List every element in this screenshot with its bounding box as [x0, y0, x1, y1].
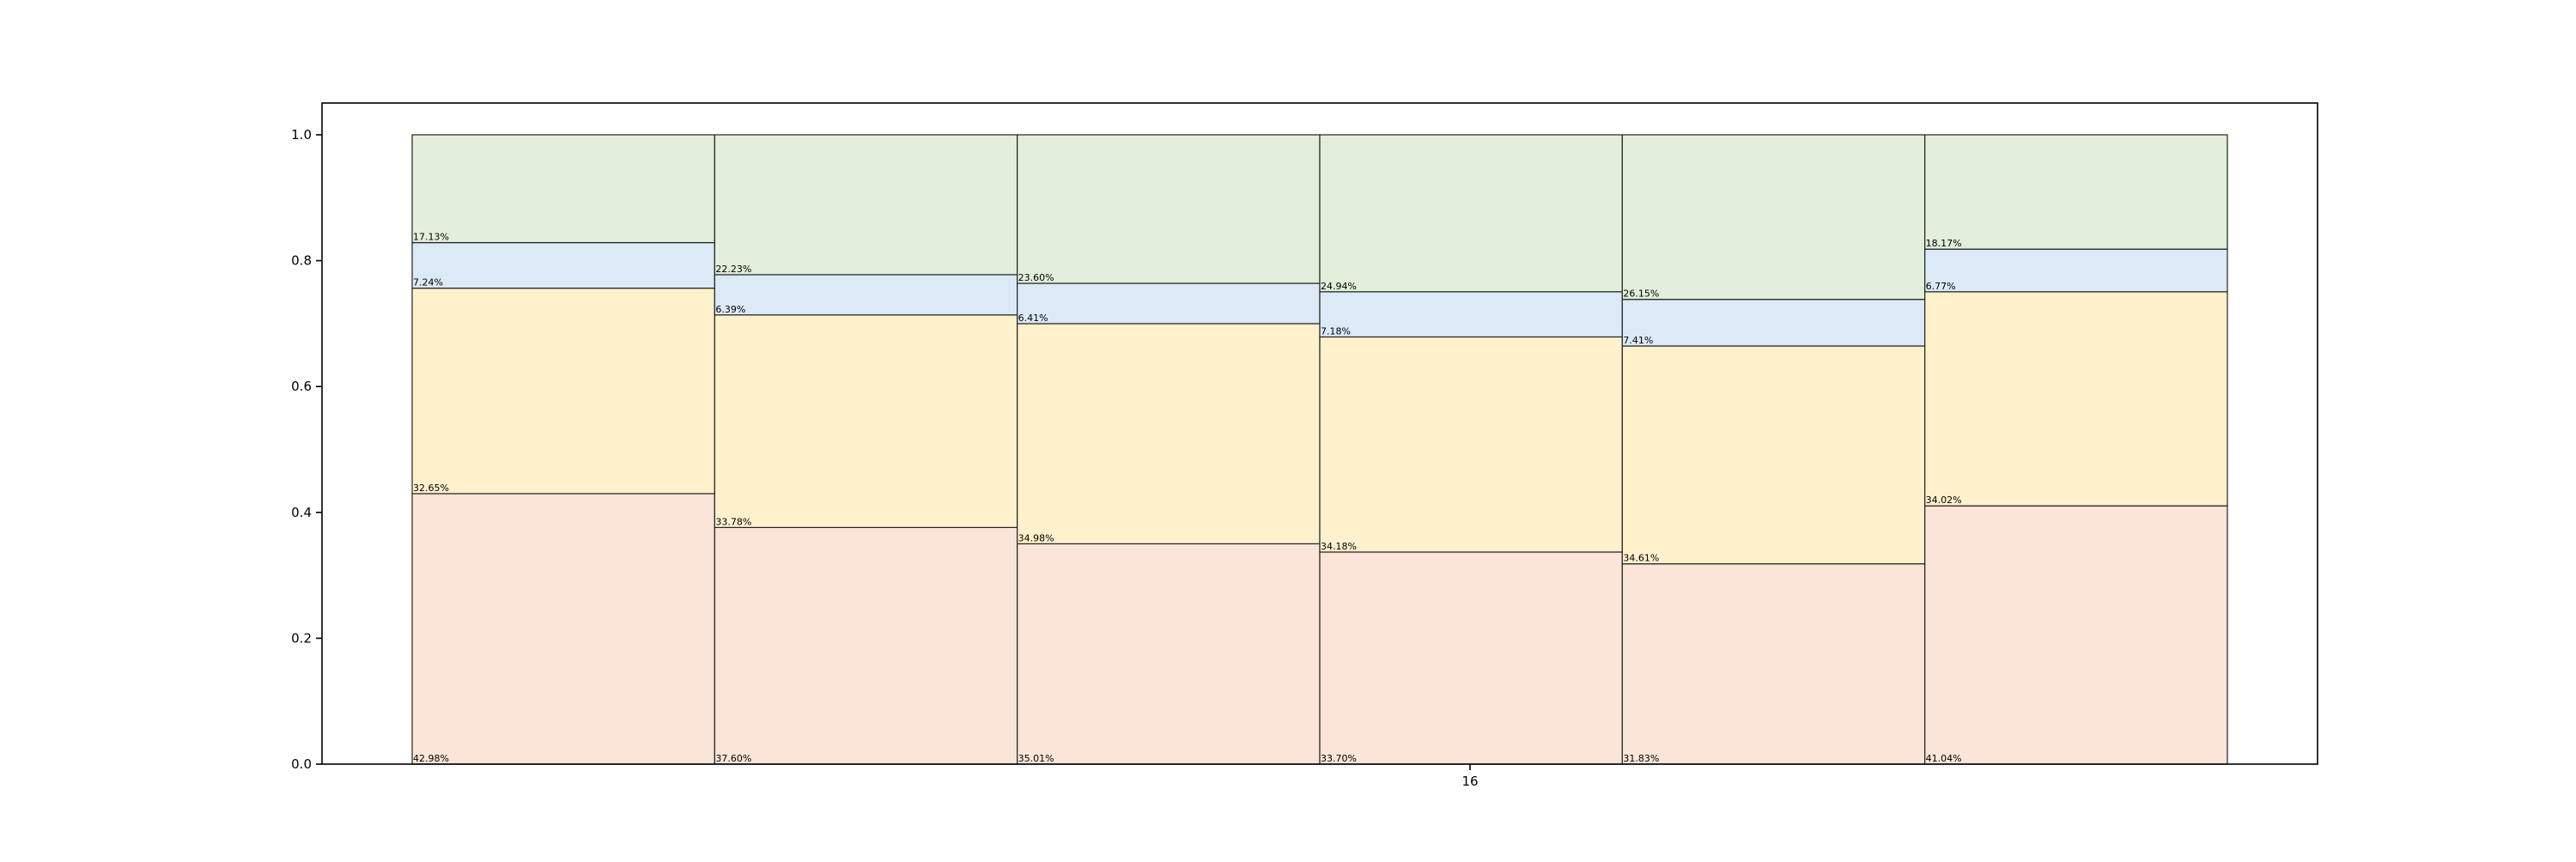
data-label: 22.23%	[715, 264, 751, 275]
bar-segment	[411, 493, 715, 765]
bar-segment	[714, 134, 1018, 276]
bar-segment	[1924, 134, 2228, 250]
bar-segment	[1017, 323, 1321, 544]
data-label: 41.04%	[1926, 753, 1962, 764]
data-label: 33.78%	[715, 516, 751, 527]
data-label: 33.70%	[1321, 753, 1357, 764]
data-label: 37.60%	[715, 753, 751, 764]
bar-segment	[1319, 336, 1623, 553]
data-label: 34.18%	[1321, 541, 1357, 552]
data-label: 34.02%	[1926, 495, 1962, 506]
bar-segment	[1621, 299, 1926, 347]
x-axis: 16	[1461, 764, 1479, 789]
y-tick-label: 0.6	[291, 379, 312, 394]
bar-segment	[714, 274, 1018, 316]
data-label: 35.01%	[1018, 753, 1054, 764]
axes-frame	[321, 102, 2318, 765]
bar-segment	[1017, 282, 1321, 325]
bar-segment	[714, 526, 1018, 765]
bar-segment	[1621, 345, 1926, 565]
bar-segment	[1924, 291, 2228, 507]
bars	[411, 134, 2228, 765]
data-label: 7.18%	[1321, 325, 1351, 337]
data-labels: 42.98% 32.65% 7.24% 17.13% 37.60% 33.78% 6.39%…	[413, 232, 1962, 764]
data-label: 7.41%	[1623, 335, 1653, 346]
bar-segment	[1319, 291, 1623, 338]
data-label: 34.61%	[1623, 553, 1659, 564]
data-label: 31.83%	[1623, 753, 1659, 764]
bar-segment	[714, 314, 1018, 528]
data-label: 18.17%	[1926, 238, 1962, 249]
data-label: 6.77%	[1926, 281, 1956, 292]
data-label: 42.98%	[413, 753, 449, 764]
y-tick-label: 0.8	[291, 253, 312, 269]
bar-segment	[1924, 505, 2228, 765]
x-tick-label: 16	[1461, 774, 1478, 789]
bar-segment	[411, 241, 715, 289]
bar-segment	[1017, 543, 1321, 765]
bar-segment	[1319, 551, 1623, 765]
y-tick-label: 1.0	[291, 127, 312, 143]
bar-segment	[1319, 134, 1623, 293]
data-label: 7.24%	[413, 277, 443, 288]
data-label: 24.94%	[1321, 281, 1357, 292]
bar-segment	[1017, 134, 1321, 284]
bar-segment	[411, 134, 715, 244]
data-label: 6.39%	[715, 304, 745, 315]
y-tick-label: 0.0	[291, 756, 312, 772]
data-label: 26.15%	[1623, 288, 1659, 300]
data-label: 32.65%	[413, 483, 449, 494]
y-tick-label: 0.2	[291, 630, 312, 646]
bar-segment	[1621, 134, 1926, 300]
y-tick-label: 0.4	[291, 505, 312, 520]
data-label: 6.41%	[1018, 313, 1048, 324]
data-label: 23.60%	[1018, 272, 1054, 283]
bar-segment	[411, 288, 715, 495]
bar-segment	[1924, 248, 2228, 293]
data-label: 17.13%	[413, 232, 449, 243]
y-axis: 0.0 0.2 0.4 0.6 0.8 1.0	[291, 127, 322, 772]
bar-segment	[1621, 563, 1926, 765]
data-label: 34.98%	[1018, 532, 1054, 543]
